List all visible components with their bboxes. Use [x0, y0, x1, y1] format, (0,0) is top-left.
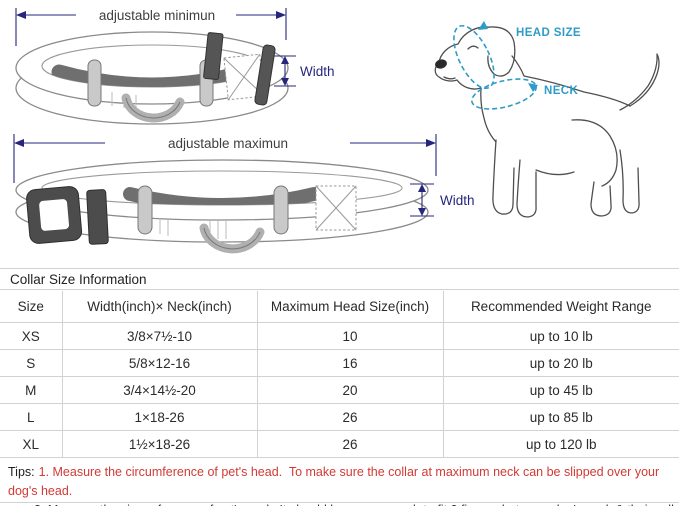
cell-max-head: 26 [256, 430, 443, 458]
cell-weight: up to 120 lb [442, 430, 679, 458]
cell-weight: up to 85 lb [442, 403, 679, 431]
cell-weight: up to 45 lb [442, 376, 679, 404]
buckle [26, 186, 83, 244]
cell-size: M [0, 376, 62, 404]
adjustable-maximum-label: adjustable maximun [168, 136, 288, 151]
cell-max-head: 10 [256, 322, 443, 350]
header-size: Size [0, 291, 62, 323]
stitch-box [223, 53, 265, 101]
cell-max-head: 20 [256, 376, 443, 404]
measurement-loops [453, 21, 538, 110]
adjustable-minimum-label: adjustable minimun [99, 8, 215, 23]
collar-min-band [15, 31, 289, 125]
cell-width-neck: 3/4×14½-20 [61, 376, 257, 404]
collar-minimum-diagram: adjustable minimun [15, 8, 335, 125]
header-max-head: Maximum Head Size(inch) [256, 291, 443, 323]
tip-2-text: 2. Measure the circumference of pet's ne… [34, 503, 679, 506]
table-row: XS 3/8×7½-10 10 up to 10 lb [0, 322, 679, 350]
width-label-max: Width [440, 193, 475, 208]
table-header-row: Size Width(inch)× Neck(inch) Maximum Hea… [0, 291, 679, 323]
table-row: S 5/8×12-16 16 up to 20 lb [0, 349, 679, 377]
metal-loop-left [137, 185, 153, 235]
table-row: XL 1½×18-26 26 up to 120 lb [0, 430, 679, 458]
tip-line-1: Tips: 1. Measure the circumference of pet… [8, 463, 671, 501]
puppy-outline [434, 26, 660, 218]
cell-max-head: 26 [256, 403, 443, 431]
cell-weight: up to 10 lb [442, 322, 679, 350]
puppy-nose [435, 59, 447, 69]
cell-width-neck: 5/8×12-16 [61, 349, 257, 377]
max-dimension-arrow: adjustable maximun [13, 134, 437, 183]
collar-size-table: Size Width(inch)× Neck(inch) Maximum Hea… [0, 291, 679, 458]
cell-weight: up to 20 lb [442, 349, 679, 377]
metal-loop-left [87, 59, 102, 107]
cell-width-neck: 3/8×7½-10 [61, 322, 257, 350]
cell-size: L [0, 403, 62, 431]
slider-buckle [203, 32, 224, 81]
metal-loop-right [273, 185, 289, 235]
tips-label: Tips: [8, 465, 35, 479]
max-width-dimension: Width [410, 183, 475, 217]
slider-buckle [86, 189, 109, 245]
header-weight: Recommended Weight Range [442, 291, 679, 323]
table-title: Collar Size Information [0, 268, 679, 290]
table-row: L 1×18-26 26 up to 85 lb [0, 403, 679, 431]
puppy-diagram: HEAD SIZE NECK [434, 21, 660, 218]
cell-width-neck: 1½×18-26 [61, 430, 257, 458]
cell-width-neck: 1×18-26 [61, 403, 257, 431]
tip-line-2: 2. Measure the circumference of pet's ne… [8, 501, 679, 506]
min-dimension-arrow: adjustable minimun [15, 8, 287, 46]
width-label-min: Width [300, 64, 335, 79]
stitch-box [315, 185, 357, 231]
cell-max-head: 16 [256, 349, 443, 377]
collar-max-band [15, 159, 429, 254]
header-width-neck: Width(inch)× Neck(inch) [61, 291, 257, 323]
neck-label: NECK [544, 85, 578, 97]
inner-band-shadow [51, 64, 253, 87]
tips-section: Tips: 1. Measure the circumference of pet… [0, 459, 679, 506]
table-row: M 3/4×14½-20 20 up to 45 lb [0, 376, 679, 404]
end-tab [254, 44, 276, 106]
cell-size: S [0, 349, 62, 377]
min-width-dimension: Width [274, 55, 335, 87]
cell-size: XS [0, 322, 62, 350]
tip-1-text: 1. Measure the circumference of pet's he… [8, 465, 663, 498]
head-size-label: HEAD SIZE [516, 27, 581, 39]
collar-maximum-diagram: adjustable maximun [13, 134, 475, 254]
cell-size: XL [0, 430, 62, 458]
